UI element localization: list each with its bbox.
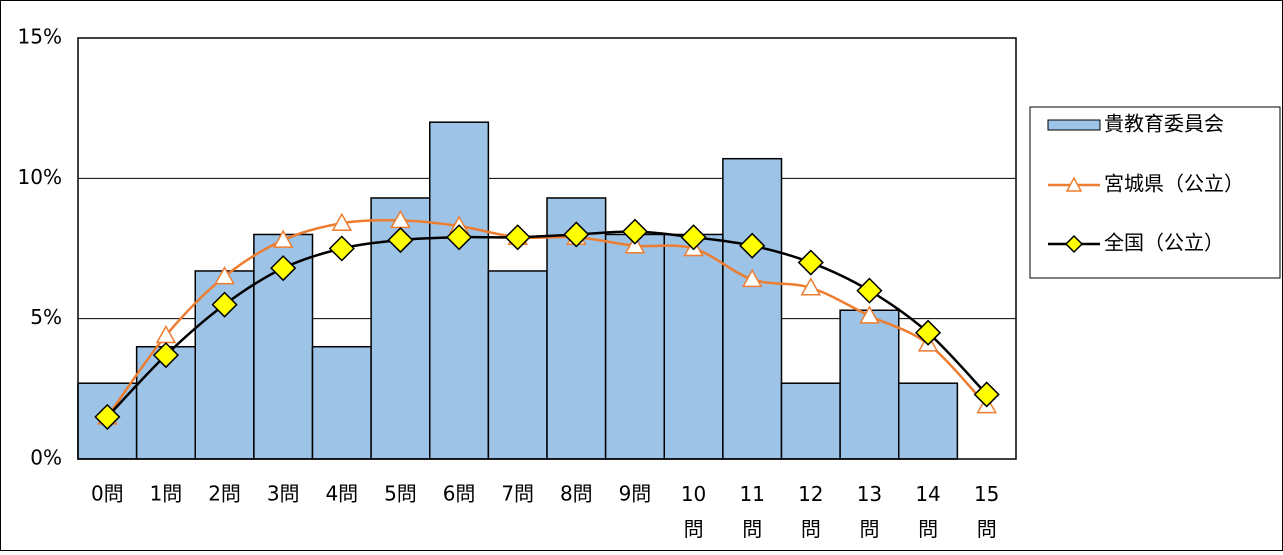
y-tick-label: 15%	[18, 25, 62, 49]
legend-label: 宮城県（公立）	[1104, 172, 1244, 196]
x-tick-label: 2問	[208, 482, 241, 506]
y-tick-label: 0%	[30, 446, 62, 470]
y-tick-label: 5%	[30, 305, 62, 329]
bar	[429, 121, 490, 460]
x-tick-label: 3問	[267, 482, 300, 506]
plot-border	[77, 37, 1017, 460]
bar	[898, 382, 959, 460]
x-tick-label-line: 13	[857, 482, 882, 506]
diamond-marker	[797, 249, 824, 276]
x-tick-label-line: 11	[739, 482, 764, 506]
x-tick-label: 11 問	[739, 482, 764, 541]
legend-marker	[1064, 234, 1084, 254]
diamond-marker	[446, 224, 473, 251]
x-tick-label: 13 問	[857, 482, 882, 541]
line	[106, 230, 988, 418]
legend-label: 貴教育委員会	[1104, 112, 1224, 136]
x-tick-label-line: 15	[974, 482, 999, 506]
triangle-marker	[800, 277, 822, 296]
x-tick-label-line: 問	[977, 517, 997, 541]
x-tick-label-line: 問	[918, 517, 938, 541]
legend-label: 全国（公立）	[1104, 231, 1224, 255]
diamond-marker	[270, 255, 297, 282]
bar	[663, 233, 724, 460]
x-tick-label: 6問	[443, 482, 476, 506]
x-tick-label: 4問	[325, 482, 358, 506]
bar	[311, 345, 372, 460]
x-tick-label: 7問	[501, 482, 534, 506]
diamond-marker	[94, 403, 121, 430]
line	[106, 218, 988, 418]
triangle-marker	[331, 212, 353, 231]
legend-marker	[1065, 176, 1083, 192]
x-tick-label-line: 問	[801, 517, 821, 541]
diamond-marker	[152, 342, 179, 369]
triangle-marker	[272, 229, 294, 248]
x-tick-label: 5問	[384, 482, 417, 506]
diamond-marker	[680, 224, 707, 251]
x-tick-label: 15 問	[974, 482, 999, 541]
bar	[780, 382, 841, 460]
x-tick-label-line: 14	[915, 482, 940, 506]
diamond-marker	[563, 221, 590, 248]
x-tick-label: 8問	[560, 482, 593, 506]
x-tick-label-line: 問	[859, 517, 879, 541]
x-tick-label-line: 問	[684, 517, 704, 541]
triangle-marker	[741, 268, 763, 288]
diamond-marker	[739, 232, 766, 259]
x-tick-label: 10 問	[681, 482, 706, 541]
x-tick-label-line: 12	[798, 482, 823, 506]
x-tick-label-line: 10	[681, 482, 706, 506]
legend-swatch	[1047, 119, 1101, 131]
x-tick-label-line: 問	[742, 517, 762, 541]
x-tick-label: 9問	[619, 482, 652, 506]
x-tick-label: 12 問	[798, 482, 823, 541]
y-tick-label: 10%	[18, 165, 62, 189]
diamond-marker	[387, 227, 414, 254]
diamond-marker	[328, 235, 355, 262]
diamond-marker	[621, 218, 648, 245]
triangle-marker	[214, 266, 235, 285]
bar	[722, 157, 783, 460]
diamond-marker	[856, 277, 883, 304]
x-tick-label: 1問	[150, 482, 183, 506]
bar	[839, 309, 900, 460]
diamond-marker	[211, 291, 238, 318]
diamond-marker	[915, 319, 942, 346]
x-tick-label: 14 問	[915, 482, 940, 541]
triangle-marker	[859, 305, 880, 324]
diamond-marker	[973, 381, 1000, 408]
bar	[487, 270, 548, 460]
diamond-marker	[504, 224, 531, 251]
x-tick-label: 0問	[91, 482, 124, 506]
bar	[604, 233, 665, 460]
